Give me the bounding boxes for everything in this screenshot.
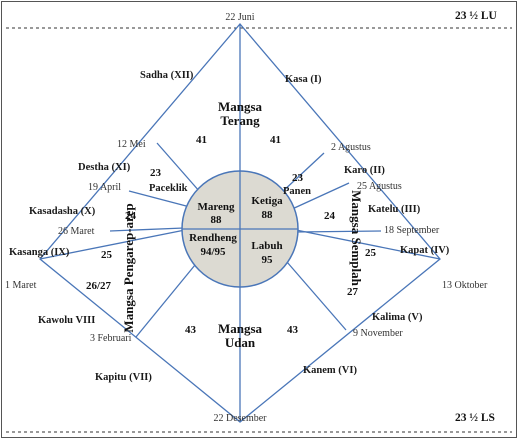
days-destha: 23 — [150, 167, 162, 179]
center-mareng-label: Mareng — [197, 201, 235, 213]
date-18-september: 18 September — [384, 225, 440, 236]
season-semplah: Mangsa Semplah — [349, 190, 364, 286]
date-13-oktober: 13 Oktober — [442, 280, 488, 291]
season-pengarep-arep: Mangsa Pengarep-arep — [121, 203, 136, 332]
spoke-3-februari — [135, 264, 196, 338]
days-karo: 23 — [292, 172, 304, 184]
mangsa-kawolu: Kawolu VIII — [38, 315, 95, 326]
spoke-2-agustus — [280, 152, 325, 194]
mangsa-kapitu: Kapitu (VII) — [95, 372, 152, 383]
date-2-agustus: 2 Agustus — [331, 142, 371, 153]
center-labuh-label: Labuh — [251, 240, 282, 252]
center-ketiga-days: 88 — [262, 209, 274, 221]
date-22-desember: 22 Desember — [213, 413, 267, 424]
season-terang-line2: Terang — [220, 113, 260, 128]
season-udan-line2: Udan — [225, 335, 256, 350]
date-3-februari: 3 Februari — [90, 333, 132, 344]
days-katelu: 24 — [324, 210, 336, 222]
mangsa-sadha: Sadha (XII) — [140, 70, 194, 81]
days-sadha: 41 — [196, 134, 207, 146]
date-26-maret: 26 Maret — [58, 226, 95, 237]
mangsa-kasa: Kasa (I) — [285, 74, 322, 85]
mangsa-katelu: Katelu (III) — [368, 204, 421, 215]
date-9-november: 9 November — [353, 328, 403, 339]
days-kasadasha: 24 — [125, 210, 137, 222]
days-kawolu: 26/27 — [86, 280, 112, 292]
days-kapat: 25 — [365, 247, 377, 259]
spoke-19-april — [128, 190, 191, 208]
spoke-9-november — [286, 261, 347, 331]
date-25-agustus: 25 Agustus — [357, 181, 402, 192]
subseason-panen: Panen — [283, 186, 311, 197]
spoke-25-agustus — [289, 182, 350, 211]
date-22-juni: 22 Juni — [225, 12, 254, 23]
mangsa-kapat: Kapat (IV) — [400, 245, 450, 256]
spoke-1-maret — [39, 229, 186, 260]
subseason-paceklik: Paceklik — [149, 183, 188, 194]
spoke-18-september — [295, 230, 382, 233]
days-kapitu: 43 — [185, 324, 197, 336]
date-12-mei: 12 Mei — [117, 139, 146, 150]
center-rendheng-days: 94/95 — [200, 246, 226, 258]
center-mareng-days: 88 — [211, 214, 223, 226]
latitude-north-label: 23 ½ LU — [455, 10, 498, 22]
latitude-south-label: 23 ½ LS — [455, 412, 495, 424]
days-kasa: 41 — [270, 134, 281, 146]
center-rendheng-label: Rendheng — [189, 232, 237, 244]
days-kasanga: 25 — [101, 249, 113, 261]
mangsa-kasadasha: Kasadasha (X) — [29, 206, 96, 217]
mangsa-kasanga: Kasanga (IX) — [9, 247, 70, 258]
mangsa-kanem: Kanem (VI) — [303, 365, 357, 376]
date-1-maret: 1 Maret — [5, 280, 37, 291]
season-udan-line1: Mangsa — [218, 321, 263, 336]
date-19-april: 19 April — [88, 182, 121, 193]
spoke-12-mei — [156, 142, 201, 193]
mangsa-kalima: Kalima (V) — [372, 312, 423, 323]
days-kanem: 43 — [287, 324, 299, 336]
days-kalima: 27 — [347, 286, 359, 298]
season-terang-line1: Mangsa — [218, 99, 263, 114]
center-ketiga-label: Ketiga — [251, 195, 283, 207]
center-labuh-days: 95 — [262, 254, 274, 266]
mangsa-karo: Karo (II) — [344, 165, 385, 176]
mangsa-destha: Destha (XI) — [78, 162, 131, 173]
spoke-13-oktober — [295, 229, 441, 260]
spoke-26-maret — [109, 227, 185, 232]
